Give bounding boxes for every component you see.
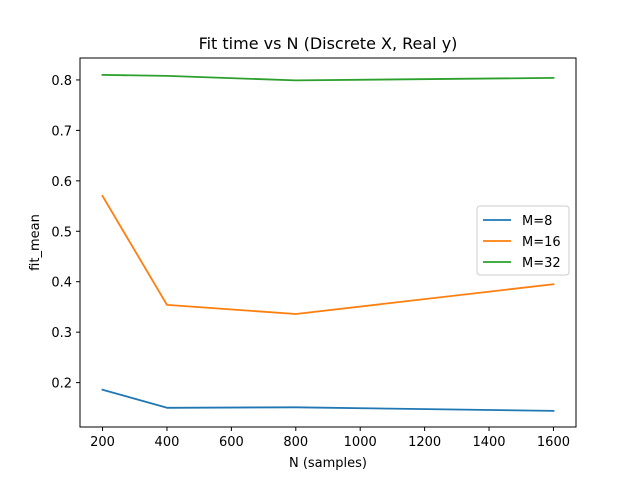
series-line-m-8 <box>101 388 555 412</box>
y-tick-label: 0.2 <box>51 377 72 392</box>
y-tick-label: 0.8 <box>51 74 72 89</box>
series-line-m-16 <box>101 194 555 315</box>
series-lines <box>101 73 555 412</box>
y-tick-label: 0.6 <box>51 175 72 190</box>
legend: M=8 M=16 M=32 <box>476 205 570 276</box>
legend-label-m-8: M=8 <box>522 214 552 229</box>
x-tick-label: 1600 <box>537 435 570 450</box>
legend-label-m-32: M=32 <box>522 256 561 271</box>
y-axis-label: fit_mean <box>28 214 43 271</box>
x-tick-label: 800 <box>283 435 308 450</box>
legend-label-m-16: M=16 <box>522 235 561 250</box>
x-tick-label: 600 <box>219 435 244 450</box>
chart-title: Fit time vs N (Discrete X, Real y) <box>199 34 458 53</box>
x-tick-label: 400 <box>155 435 180 450</box>
legend-box <box>476 205 570 276</box>
x-tick-label: 1000 <box>344 435 377 450</box>
y-tick-label: 0.7 <box>51 124 72 139</box>
plot-frame <box>79 57 577 428</box>
x-tick-label: 1400 <box>472 435 505 450</box>
series-line-m-32 <box>101 73 555 82</box>
x-axis-label: N (samples) <box>289 456 367 471</box>
y-tick-label: 0.3 <box>51 326 72 341</box>
ticks: 200 400 600 800 1000 1200 1400 1600 0.2 0.3 0.4 0.5… <box>51 74 570 450</box>
y-tick-label: 0.4 <box>51 276 72 291</box>
x-tick-label: 1200 <box>408 435 441 450</box>
x-tick-label: 200 <box>90 435 115 450</box>
y-tick-label: 0.5 <box>51 225 72 240</box>
